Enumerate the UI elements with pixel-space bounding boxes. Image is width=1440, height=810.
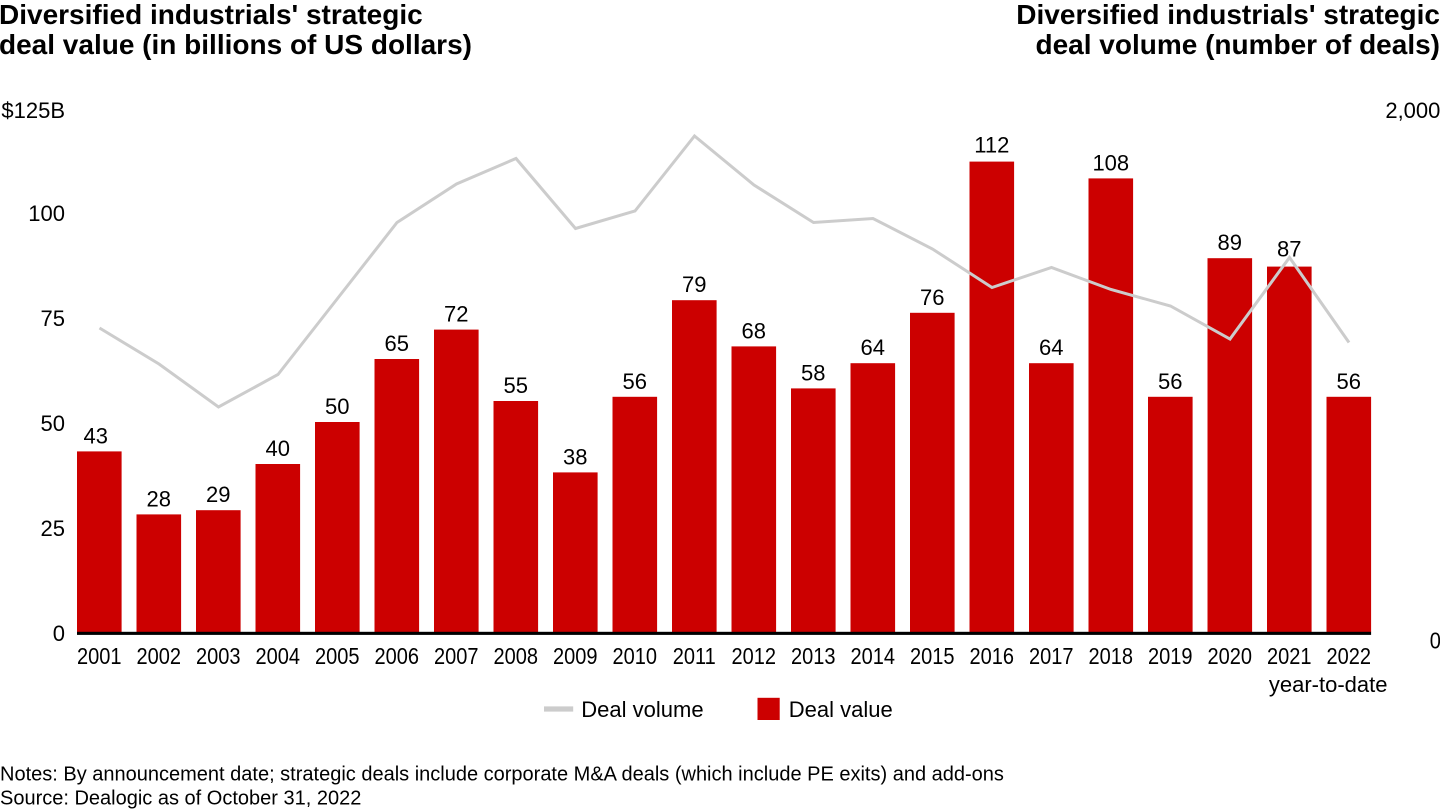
svg-text:56: 56 [1158, 369, 1182, 394]
svg-text:58: 58 [801, 360, 825, 385]
svg-text:112: 112 [974, 133, 1009, 158]
svg-text:43: 43 [83, 423, 107, 448]
svg-text:72: 72 [444, 302, 468, 327]
svg-text:0: 0 [1430, 627, 1440, 654]
svg-text:76: 76 [920, 285, 944, 310]
svg-text:$125B: $125B [1, 98, 65, 123]
svg-text:64: 64 [1039, 335, 1063, 360]
svg-text:2001: 2001 [77, 643, 121, 670]
svg-text:2010: 2010 [613, 643, 658, 670]
svg-text:89: 89 [1218, 230, 1242, 255]
svg-text:deal volume (number of deals): deal volume (number of deals) [1035, 29, 1440, 60]
svg-text:75: 75 [41, 306, 65, 331]
svg-text:deal value (in billions of US: deal value (in billions of US dollars) [0, 29, 472, 60]
svg-text:0: 0 [53, 621, 65, 646]
svg-text:79: 79 [682, 272, 706, 297]
svg-text:2004: 2004 [256, 643, 301, 670]
svg-text:87: 87 [1277, 237, 1301, 262]
svg-text:Deal volume: Deal volume [581, 697, 703, 722]
svg-text:2021: 2021 [1267, 643, 1311, 670]
svg-text:2006: 2006 [375, 643, 420, 670]
svg-text:2017: 2017 [1029, 643, 1073, 670]
svg-text:2018: 2018 [1089, 643, 1134, 670]
svg-text:55: 55 [504, 373, 528, 398]
svg-text:28: 28 [147, 486, 171, 511]
svg-text:2009: 2009 [553, 643, 597, 670]
svg-text:2002: 2002 [137, 643, 181, 670]
svg-text:65: 65 [385, 331, 409, 356]
svg-text:2003: 2003 [196, 643, 241, 670]
svg-text:50: 50 [41, 411, 65, 436]
svg-text:Diversified industrials' strat: Diversified industrials' strategic [1016, 0, 1440, 30]
svg-text:2014: 2014 [851, 643, 896, 670]
svg-text:68: 68 [742, 318, 766, 343]
svg-text:Notes: By announcement date; s: Notes: By announcement date; strategic d… [0, 764, 1004, 786]
svg-text:40: 40 [266, 436, 290, 461]
svg-text:50: 50 [325, 394, 349, 419]
svg-text:2012: 2012 [732, 643, 776, 670]
svg-text:25: 25 [41, 516, 65, 541]
svg-text:year-to-date: year-to-date [1269, 672, 1388, 697]
svg-text:38: 38 [563, 444, 587, 469]
svg-text:2020: 2020 [1208, 643, 1253, 670]
svg-text:2015: 2015 [910, 643, 955, 670]
svg-text:100: 100 [28, 201, 65, 226]
svg-text:2019: 2019 [1148, 643, 1192, 670]
svg-text:29: 29 [206, 482, 230, 507]
svg-text:2007: 2007 [434, 643, 478, 670]
svg-text:2013: 2013 [791, 643, 836, 670]
svg-text:108: 108 [1092, 150, 1129, 175]
svg-text:Diversified industrials' strat: Diversified industrials' strategic [0, 0, 423, 30]
svg-text:Source: Dealogic as of October: Source: Dealogic as of October 31, 2022 [0, 788, 361, 810]
svg-text:2008: 2008 [494, 643, 539, 670]
svg-text:2016: 2016 [970, 643, 1015, 670]
svg-text:2022: 2022 [1327, 643, 1371, 670]
svg-text:2011: 2011 [673, 643, 716, 670]
svg-text:2,000: 2,000 [1385, 98, 1440, 123]
svg-text:Deal value: Deal value [789, 697, 893, 722]
svg-text:56: 56 [623, 369, 647, 394]
svg-text:64: 64 [861, 335, 885, 360]
svg-text:2005: 2005 [315, 643, 360, 670]
svg-text:56: 56 [1337, 369, 1361, 394]
